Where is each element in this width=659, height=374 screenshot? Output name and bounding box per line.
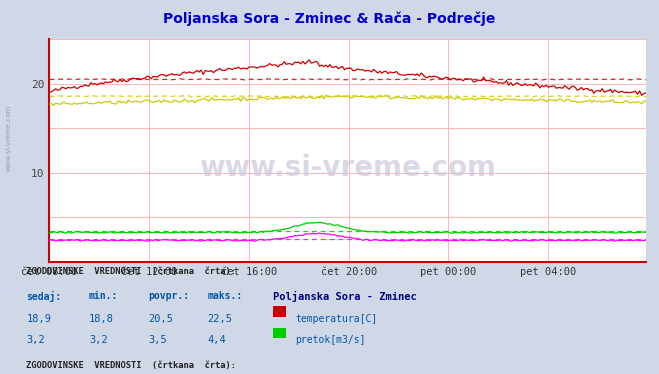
Text: 20,5: 20,5 <box>148 314 173 324</box>
Text: sedaj:: sedaj: <box>26 291 61 301</box>
Text: povpr.:: povpr.: <box>148 291 189 301</box>
Text: pretok[m3/s]: pretok[m3/s] <box>295 335 366 346</box>
Text: 18,9: 18,9 <box>26 314 51 324</box>
Text: Poljanska Sora - Zminec: Poljanska Sora - Zminec <box>273 291 417 301</box>
Text: maks.:: maks.: <box>208 291 243 301</box>
Text: 18,8: 18,8 <box>89 314 114 324</box>
Text: 3,2: 3,2 <box>89 335 107 346</box>
Text: www.si-vreme.com: www.si-vreme.com <box>5 105 12 171</box>
Text: temperatura[C]: temperatura[C] <box>295 314 378 324</box>
Text: Poljanska Sora - Zminec & Rača - Podrečje: Poljanska Sora - Zminec & Rača - Podrečj… <box>163 12 496 27</box>
Text: www.si-vreme.com: www.si-vreme.com <box>199 154 496 183</box>
Text: 3,5: 3,5 <box>148 335 167 346</box>
Text: ZGODOVINSKE  VREDNOSTI  (črtkana  črta):: ZGODOVINSKE VREDNOSTI (črtkana črta): <box>26 361 237 370</box>
Text: 22,5: 22,5 <box>208 314 233 324</box>
Text: 3,2: 3,2 <box>26 335 45 346</box>
Text: 4,4: 4,4 <box>208 335 226 346</box>
Text: ZGODOVINSKE  VREDNOSTI  (črtkana  črta):: ZGODOVINSKE VREDNOSTI (črtkana črta): <box>26 267 237 276</box>
Text: min.:: min.: <box>89 291 119 301</box>
